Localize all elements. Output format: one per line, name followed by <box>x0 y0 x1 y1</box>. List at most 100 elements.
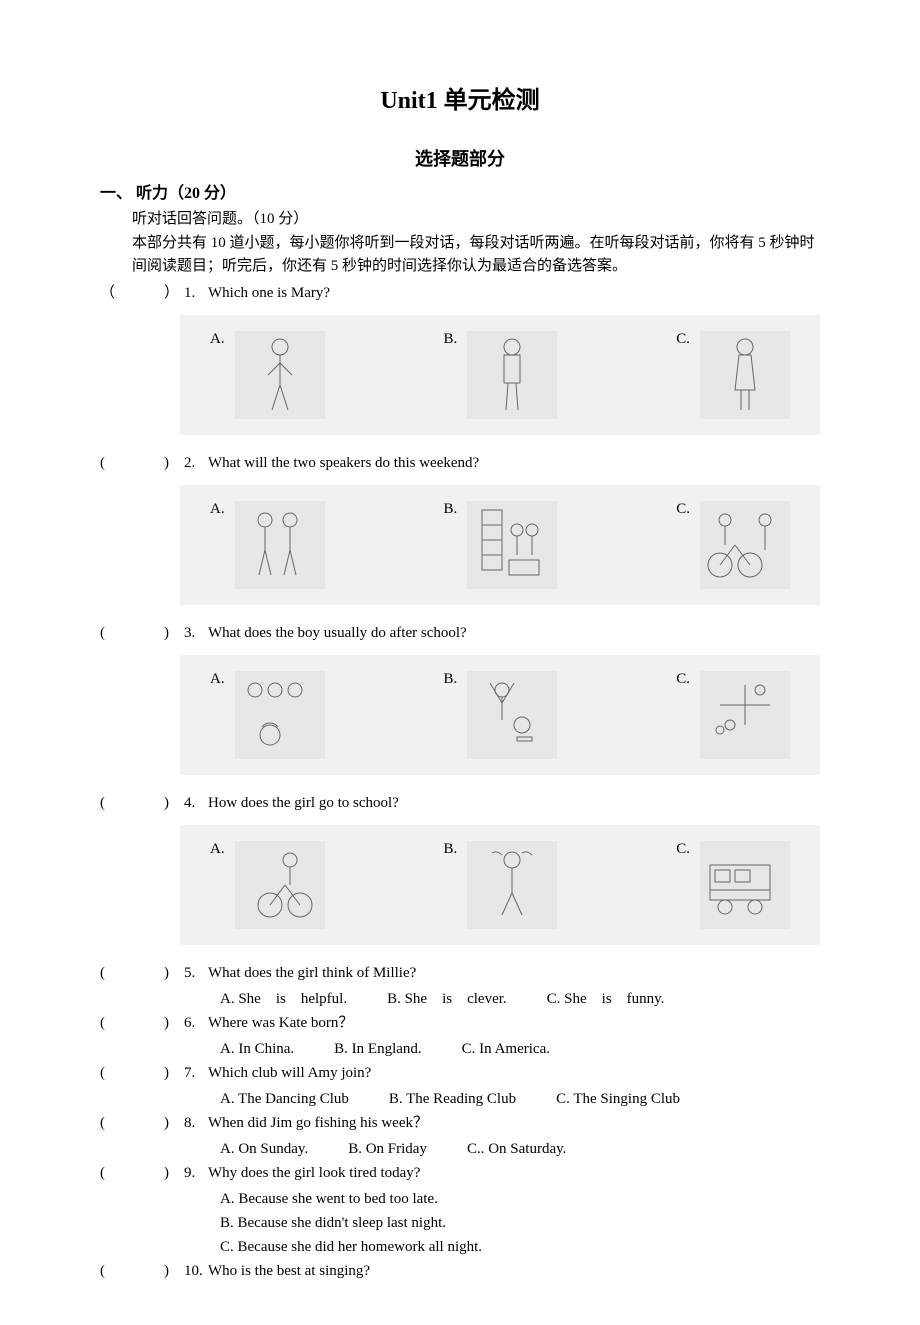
question-number: 3. <box>184 621 208 645</box>
option-text: B. In England. <box>334 1037 422 1061</box>
paren-right: ) <box>164 1161 178 1185</box>
question-text: What does the girl think of Millie? <box>208 961 820 985</box>
section-header: 一、 听力（20 分） <box>100 179 820 203</box>
paren-space <box>114 1259 164 1283</box>
instruction-sub: 听对话回答问题。（10 分） <box>132 207 820 228</box>
question-number: 6. <box>184 1011 208 1035</box>
question-text: What will the two speakers do this weeke… <box>208 451 820 475</box>
option-text: A. In China. <box>220 1037 294 1061</box>
paren-left: ( <box>100 961 114 985</box>
page-title: Unit1 单元检测 <box>100 80 820 115</box>
option-label: C. <box>676 501 690 518</box>
sub-answer: C. Because she did her homework all nigh… <box>220 1235 820 1259</box>
question-row: ( ) 4. How does the girl go to school? <box>100 791 820 815</box>
option-image <box>467 501 557 589</box>
paren-right: ) <box>164 1259 178 1283</box>
paren-right: ) <box>164 1061 178 1085</box>
option-label: C. <box>676 671 690 688</box>
question-number: 10. <box>184 1259 208 1283</box>
paren-right: ) <box>164 1111 178 1135</box>
paren-space <box>114 281 164 305</box>
section-subtitle: 选择题部分 <box>100 145 820 171</box>
option-image <box>235 331 325 419</box>
image-option: C. <box>676 841 790 929</box>
paren-left: ( <box>100 1011 114 1035</box>
option-text: B. She is clever. <box>387 987 507 1011</box>
paren-left: ( <box>100 1161 114 1185</box>
question-text: How does the girl go to school? <box>208 791 820 815</box>
image-option: A. <box>210 331 325 419</box>
image-option: B. <box>444 331 558 419</box>
paren-right: ） <box>164 281 178 305</box>
paren-right: ) <box>164 451 178 475</box>
paren-space <box>114 1011 164 1035</box>
paren-space <box>114 1161 164 1185</box>
question-row: ( ) 10. Who is the best at singing? <box>100 1259 820 1283</box>
image-options-row: A. B. C. <box>180 485 820 605</box>
image-option: B. <box>444 671 558 759</box>
paren-space <box>114 1111 164 1135</box>
question-text: Who is the best at singing? <box>208 1259 820 1283</box>
options-line: A. The Dancing Club B. The Reading Club … <box>220 1087 820 1111</box>
option-label: A. <box>210 331 225 348</box>
image-option: B. <box>444 501 558 589</box>
paren-left: ( <box>100 451 114 475</box>
option-image <box>700 331 790 419</box>
image-options-row: A. B. C. <box>180 315 820 435</box>
option-text: B. On Friday <box>348 1137 427 1161</box>
question-text: Which one is Mary? <box>208 281 820 305</box>
option-image <box>700 841 790 929</box>
option-label: B. <box>444 671 458 688</box>
option-text: C. She is funny. <box>547 987 665 1011</box>
question-row: ( ) 5. What does the girl think of Milli… <box>100 961 820 985</box>
option-image <box>235 841 325 929</box>
question-number: 7. <box>184 1061 208 1085</box>
option-image <box>235 671 325 759</box>
question-number: 2. <box>184 451 208 475</box>
options-line: A. She is helpful. B. She is clever. C. … <box>220 987 820 1011</box>
instruction-full: 本部分共有 10 道小题，每小题你将听到一段对话，每段对话听两遍。在听每段对话前… <box>132 232 820 277</box>
option-text: C. In America. <box>462 1037 550 1061</box>
option-text: C.. On Saturday. <box>467 1137 566 1161</box>
question-row: ( ) 3. What does the boy usually do afte… <box>100 621 820 645</box>
option-label: B. <box>444 331 458 348</box>
question-number: 4. <box>184 791 208 815</box>
option-text: A. On Sunday. <box>220 1137 308 1161</box>
paren-space <box>114 791 164 815</box>
option-label: C. <box>676 841 690 858</box>
image-option: A. <box>210 671 325 759</box>
option-label: A. <box>210 671 225 688</box>
question-text: When did Jim go fishing his week？ <box>208 1111 820 1135</box>
question-row: ( ) 6. Where was Kate born？ <box>100 1011 820 1035</box>
question-number: 1. <box>184 281 208 305</box>
image-option: C. <box>676 501 790 589</box>
option-label: B. <box>444 501 458 518</box>
paren-space <box>114 961 164 985</box>
paren-right: ) <box>164 791 178 815</box>
option-image <box>467 841 557 929</box>
sub-answer: A. Because she went to bed too late. <box>220 1187 820 1211</box>
paren-left: （ <box>100 281 114 305</box>
option-text: B. The Reading Club <box>389 1087 516 1111</box>
option-text: A. She is helpful. <box>220 987 347 1011</box>
paren-space <box>114 621 164 645</box>
question-text: What does the boy usually do after schoo… <box>208 621 820 645</box>
paren-left: ( <box>100 791 114 815</box>
option-image <box>467 671 557 759</box>
image-option: B. <box>444 841 558 929</box>
question-row: ( ) 9. Why does the girl look tired toda… <box>100 1161 820 1185</box>
image-options-row: A. B. C. <box>180 655 820 775</box>
paren-space <box>114 451 164 475</box>
option-text: C. The Singing Club <box>556 1087 680 1111</box>
question-number: 5. <box>184 961 208 985</box>
paren-left: ( <box>100 1111 114 1135</box>
option-image <box>467 331 557 419</box>
paren-left: ( <box>100 1259 114 1283</box>
option-label: C. <box>676 331 690 348</box>
paren-right: ) <box>164 621 178 645</box>
question-row: ( ) 8. When did Jim go fishing his week？ <box>100 1111 820 1135</box>
image-option: C. <box>676 671 790 759</box>
paren-left: ( <box>100 621 114 645</box>
question-row: ( ) 7. Which club will Amy join? <box>100 1061 820 1085</box>
question-row: ( ) 2. What will the two speakers do thi… <box>100 451 820 475</box>
